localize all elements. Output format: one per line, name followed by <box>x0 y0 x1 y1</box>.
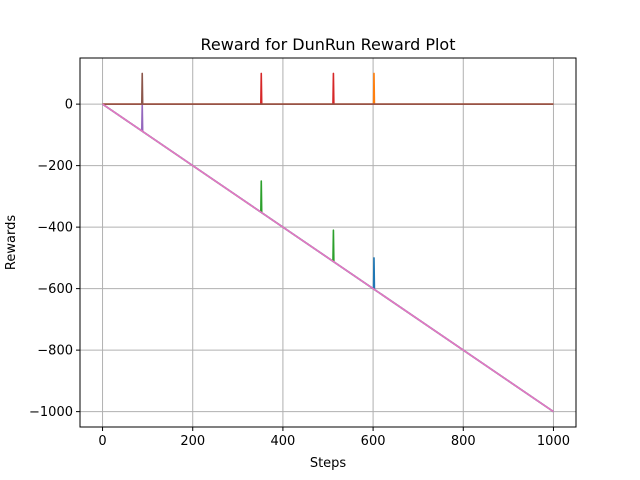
y-tick-label: −400 <box>37 221 73 236</box>
x-tick-label: 200 <box>180 434 205 449</box>
x-tick-label: 800 <box>451 434 476 449</box>
ticks: 0 200 400 600 800 1000 0 −200 −400 −600 −800 −1000 <box>29 98 570 449</box>
grid <box>80 58 576 427</box>
y-tick-label: −1000 <box>29 405 73 420</box>
x-tick-label: 1000 <box>537 434 570 449</box>
y-tick-label: −200 <box>37 159 73 174</box>
series-group <box>102 72 554 413</box>
series-line-4 <box>102 72 554 105</box>
series-line-2 <box>102 72 554 105</box>
y-axis-label: Rewards <box>4 215 19 270</box>
x-tick-label: 400 <box>270 434 295 449</box>
y-tick-label: −600 <box>37 282 73 297</box>
series-line-7 <box>102 103 554 413</box>
plot-frame <box>79 57 577 428</box>
y-tick-label: −800 <box>37 344 73 359</box>
x-axis-label: Steps <box>310 456 347 471</box>
x-tick-label: 0 <box>98 434 106 449</box>
chart-title: Reward for DunRun Reward Plot <box>201 35 456 54</box>
x-tick-label: 600 <box>361 434 386 449</box>
y-tick-label: 0 <box>65 98 73 113</box>
series-line-6 <box>102 72 554 105</box>
